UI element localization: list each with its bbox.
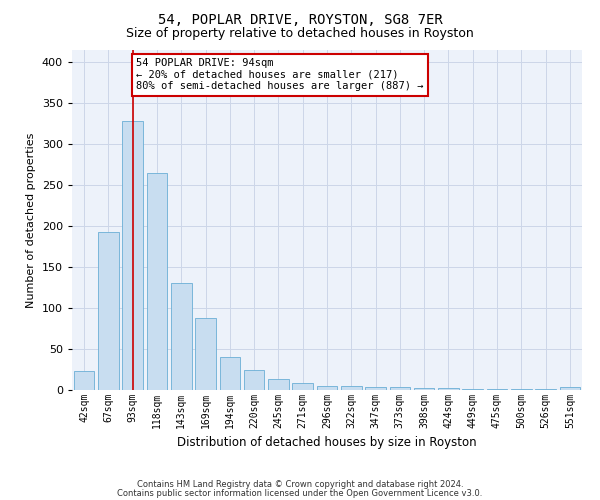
Bar xyxy=(122,122,143,390)
Bar xyxy=(560,386,580,390)
Text: Contains HM Land Registry data © Crown copyright and database right 2024.: Contains HM Land Registry data © Crown c… xyxy=(137,480,463,489)
Y-axis label: Number of detached properties: Number of detached properties xyxy=(26,132,36,308)
Bar xyxy=(365,386,386,390)
Bar xyxy=(317,386,337,390)
Bar xyxy=(414,388,434,390)
Bar xyxy=(171,284,191,390)
Bar xyxy=(487,389,508,390)
Bar xyxy=(146,173,167,390)
X-axis label: Distribution of detached houses by size in Royston: Distribution of detached houses by size … xyxy=(177,436,477,450)
Text: 54, POPLAR DRIVE, ROYSTON, SG8 7ER: 54, POPLAR DRIVE, ROYSTON, SG8 7ER xyxy=(158,12,442,26)
Bar xyxy=(268,378,289,390)
Bar xyxy=(74,371,94,390)
Bar xyxy=(463,389,483,390)
Bar xyxy=(389,386,410,390)
Bar xyxy=(98,232,119,390)
Bar xyxy=(341,386,362,390)
Bar xyxy=(220,357,240,390)
Bar xyxy=(511,389,532,390)
Bar xyxy=(292,384,313,390)
Bar xyxy=(438,388,459,390)
Bar xyxy=(244,370,265,390)
Bar xyxy=(535,389,556,390)
Text: Size of property relative to detached houses in Royston: Size of property relative to detached ho… xyxy=(126,28,474,40)
Bar xyxy=(195,318,216,390)
Text: 54 POPLAR DRIVE: 94sqm
← 20% of detached houses are smaller (217)
80% of semi-de: 54 POPLAR DRIVE: 94sqm ← 20% of detached… xyxy=(136,58,424,92)
Text: Contains public sector information licensed under the Open Government Licence v3: Contains public sector information licen… xyxy=(118,488,482,498)
